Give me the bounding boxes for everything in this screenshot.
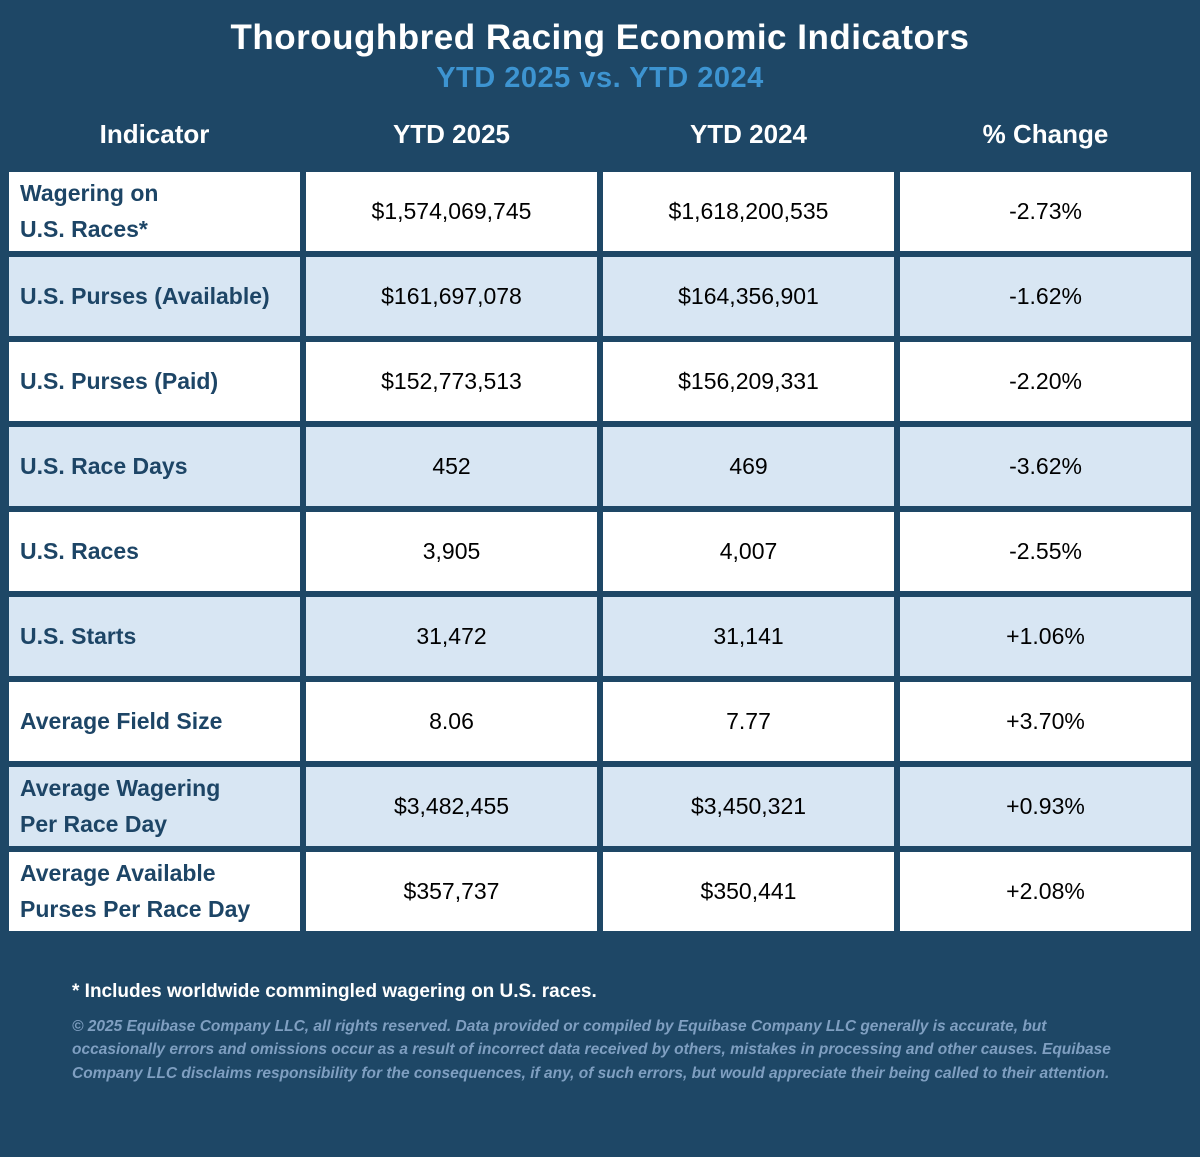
ytd2025-cell: 452 xyxy=(300,421,603,512)
change-cell: -2.20% xyxy=(894,336,1197,427)
table-body: Wagering on U.S. Races* $1,574,069,745 $… xyxy=(3,166,1197,937)
table-row: U.S. Purses (Paid) $152,773,513 $156,209… xyxy=(3,336,1197,427)
ytd2024-cell: $164,356,901 xyxy=(597,251,900,342)
col-header-change: % Change xyxy=(982,119,1109,149)
ytd2025-cell: 31,472 xyxy=(300,591,603,682)
footnotes: * Includes worldwide commingled wagering… xyxy=(72,981,1130,1085)
col-header-indicator: Indicator xyxy=(99,119,210,149)
indicator-cell: U.S. Starts xyxy=(3,591,306,682)
ytd2024-cell: 469 xyxy=(597,421,900,512)
indicator-cell: Average Wagering Per Race Day xyxy=(3,761,306,852)
page-title: Thoroughbred Racing Economic Indicators xyxy=(230,18,970,57)
ytd2025-cell: 8.06 xyxy=(300,676,603,767)
table-row: U.S. Races 3,905 4,007 -2.55% xyxy=(3,506,1197,597)
asterisk-note: * Includes worldwide commingled wagering… xyxy=(72,981,597,1002)
change-cell: -2.73% xyxy=(894,166,1197,257)
change-cell: +3.70% xyxy=(894,676,1197,767)
table-row: Wagering on U.S. Races* $1,574,069,745 $… xyxy=(3,166,1197,257)
ytd2024-cell: $156,209,331 xyxy=(597,336,900,427)
ytd2024-cell: 31,141 xyxy=(597,591,900,682)
change-cell: -2.55% xyxy=(894,506,1197,597)
table-row: U.S. Starts 31,472 31,141 +1.06% xyxy=(3,591,1197,682)
ytd2025-cell: $357,737 xyxy=(300,846,603,937)
ytd2024-cell: $350,441 xyxy=(597,846,900,937)
ytd2025-cell: $152,773,513 xyxy=(300,336,603,427)
indicator-cell: U.S. Races xyxy=(3,506,306,597)
change-cell: -3.62% xyxy=(894,421,1197,512)
change-cell: -1.62% xyxy=(894,251,1197,342)
ytd2025-cell: $1,574,069,745 xyxy=(300,166,603,257)
col-header-ytd2025: YTD 2025 xyxy=(392,119,511,149)
ytd2024-cell: 7.77 xyxy=(597,676,900,767)
indicator-cell: U.S. Purses (Paid) xyxy=(3,336,306,427)
header-row: Indicator YTD 2025 YTD 2024 % Change xyxy=(6,111,1194,169)
table-row: U.S. Race Days 452 469 -3.62% xyxy=(3,421,1197,512)
table-row: Average Field Size 8.06 7.77 +3.70% xyxy=(3,676,1197,767)
table-row: Average Available Purses Per Race Day $3… xyxy=(3,846,1197,937)
indicators-table: Indicator YTD 2025 YTD 2024 % Change Wag… xyxy=(3,111,1197,937)
ytd2025-cell: 3,905 xyxy=(300,506,603,597)
ytd2025-cell: $161,697,078 xyxy=(300,251,603,342)
table-header: Indicator YTD 2025 YTD 2024 % Change xyxy=(6,111,1194,169)
col-header-ytd2024: YTD 2024 xyxy=(689,119,808,149)
table-row: Average Wagering Per Race Day $3,482,455… xyxy=(3,761,1197,852)
indicator-cell: Average Field Size xyxy=(3,676,306,767)
ytd2024-cell: 4,007 xyxy=(597,506,900,597)
change-cell: +2.08% xyxy=(894,846,1197,937)
page-subtitle: YTD 2025 vs. YTD 2024 xyxy=(436,62,764,94)
ytd2024-cell: $3,450,321 xyxy=(597,761,900,852)
change-cell: +1.06% xyxy=(894,591,1197,682)
table-row: U.S. Purses (Available) $161,697,078 $16… xyxy=(3,251,1197,342)
change-cell: +0.93% xyxy=(894,761,1197,852)
indicator-cell: U.S. Race Days xyxy=(3,421,306,512)
ytd2025-cell: $3,482,455 xyxy=(300,761,603,852)
indicator-cell: U.S. Purses (Available) xyxy=(3,251,306,342)
indicator-cell: Average Available Purses Per Race Day xyxy=(3,846,306,937)
copyright-note: © 2025 Equibase Company LLC, all rights … xyxy=(72,1018,1111,1082)
ytd2024-cell: $1,618,200,535 xyxy=(597,166,900,257)
indicator-cell: Wagering on U.S. Races* xyxy=(3,166,306,257)
